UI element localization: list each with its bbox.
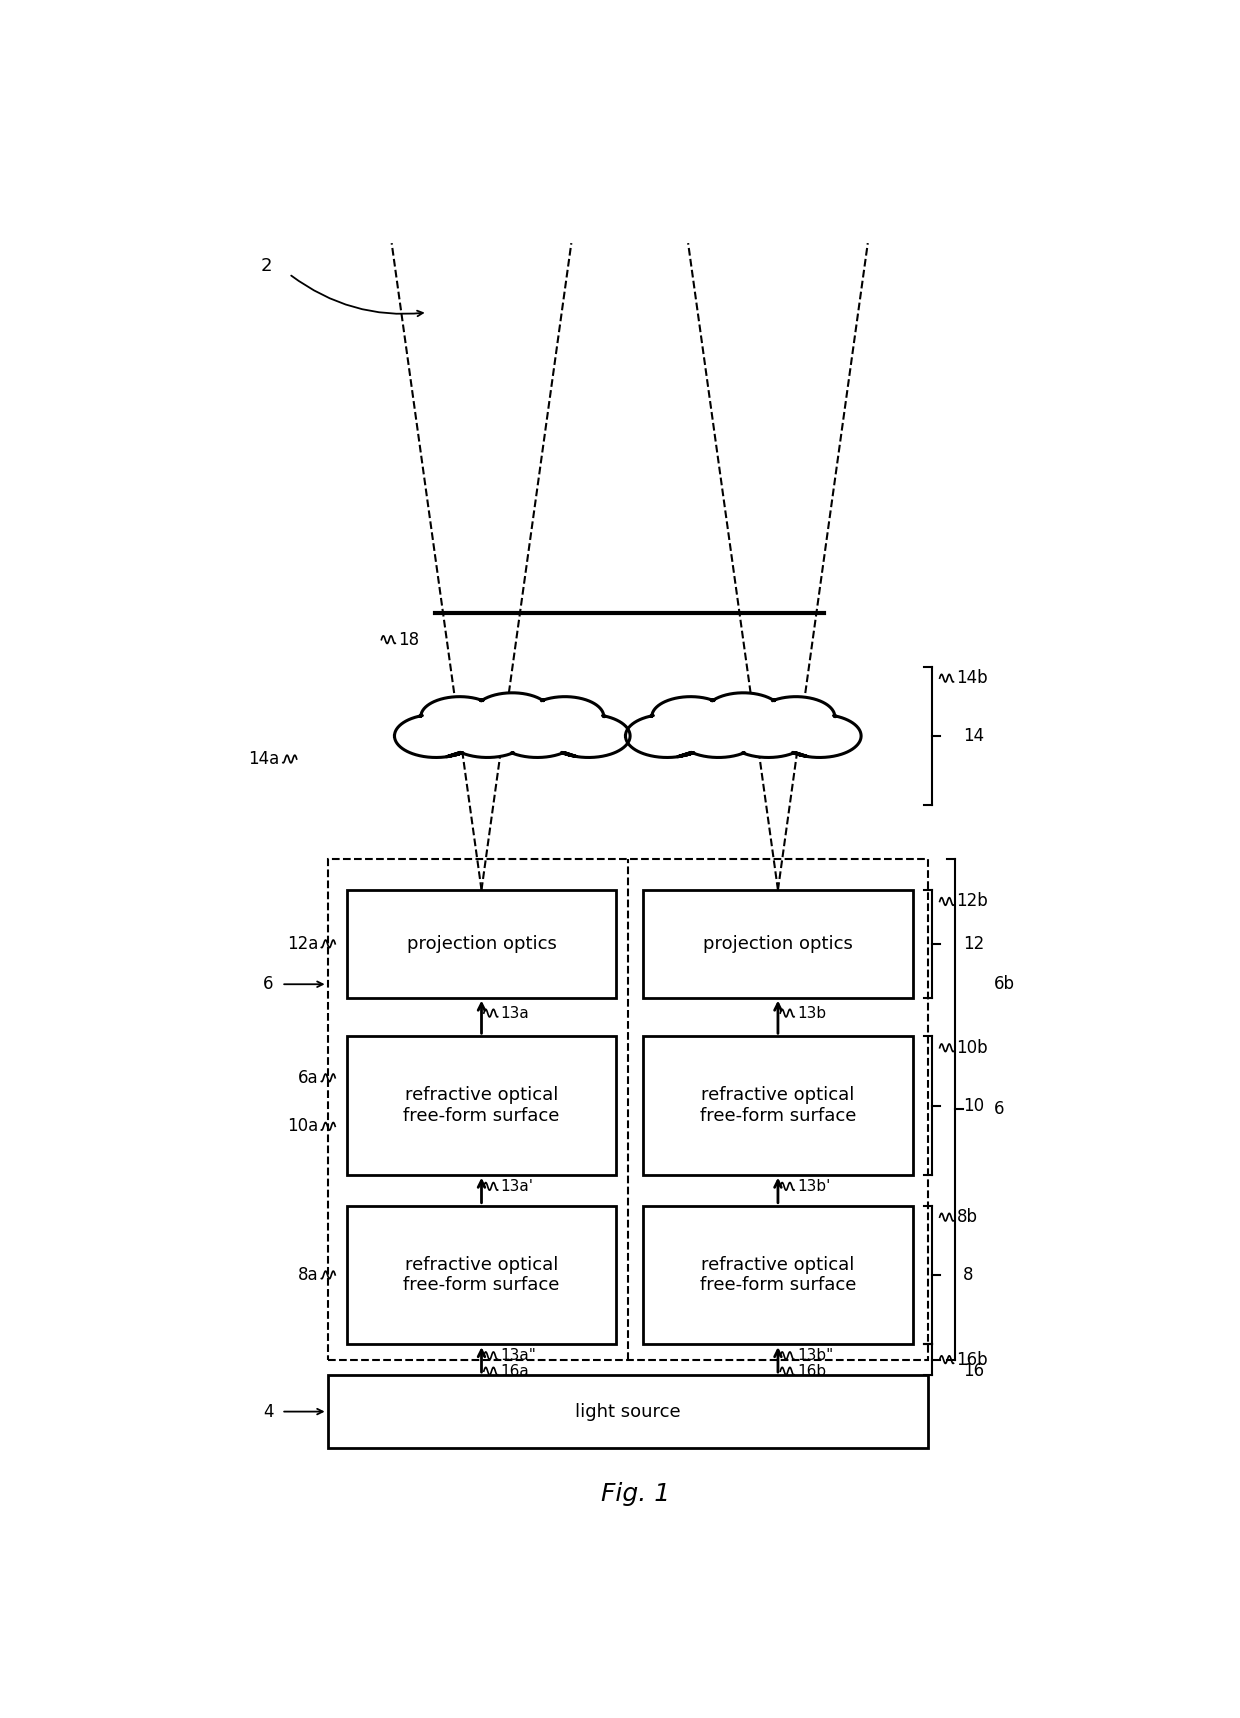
Text: 12: 12 xyxy=(962,935,985,953)
Text: Fig. 1: Fig. 1 xyxy=(601,1483,670,1507)
Text: refractive optical
free-form surface: refractive optical free-form surface xyxy=(403,1256,559,1294)
Text: 18: 18 xyxy=(398,631,419,649)
Text: 12b: 12b xyxy=(956,892,988,911)
Text: 13b': 13b' xyxy=(797,1179,831,1194)
Text: 6: 6 xyxy=(263,976,274,993)
Text: 13a: 13a xyxy=(501,1005,529,1020)
Bar xyxy=(347,1206,616,1343)
Text: refractive optical
free-form surface: refractive optical free-form surface xyxy=(403,1086,559,1125)
Bar xyxy=(644,890,913,998)
Text: projection optics: projection optics xyxy=(703,935,853,953)
Polygon shape xyxy=(625,692,861,758)
Text: 16: 16 xyxy=(962,1362,983,1380)
Text: 8: 8 xyxy=(962,1266,973,1283)
Text: light source: light source xyxy=(575,1402,681,1421)
Bar xyxy=(327,859,928,1359)
Bar xyxy=(347,1036,616,1175)
Text: 10b: 10b xyxy=(956,1039,988,1057)
Text: 13a": 13a" xyxy=(501,1349,537,1364)
Polygon shape xyxy=(394,692,630,758)
Text: 6a: 6a xyxy=(298,1069,319,1087)
Bar xyxy=(644,1206,913,1343)
Bar xyxy=(327,1374,928,1448)
Text: 16b: 16b xyxy=(956,1350,988,1369)
Text: 14a: 14a xyxy=(248,751,280,768)
Text: 16a: 16a xyxy=(501,1364,529,1378)
Text: 13b": 13b" xyxy=(797,1349,833,1364)
Text: 6: 6 xyxy=(993,1100,1004,1118)
Text: 12a: 12a xyxy=(286,935,319,953)
Text: 10: 10 xyxy=(962,1096,983,1115)
Text: 8a: 8a xyxy=(298,1266,319,1283)
Text: 13b: 13b xyxy=(797,1005,826,1020)
Text: refractive optical
free-form surface: refractive optical free-form surface xyxy=(699,1086,856,1125)
Text: 14b: 14b xyxy=(956,670,988,687)
Text: 6b: 6b xyxy=(993,976,1014,993)
Bar xyxy=(347,890,616,998)
Text: 8b: 8b xyxy=(956,1208,977,1227)
Text: 4: 4 xyxy=(263,1402,274,1421)
Text: 14: 14 xyxy=(962,727,983,746)
Text: 10a: 10a xyxy=(286,1117,319,1136)
Text: refractive optical
free-form surface: refractive optical free-form surface xyxy=(699,1256,856,1294)
Text: 2: 2 xyxy=(260,258,272,275)
Text: 13a': 13a' xyxy=(501,1179,533,1194)
Text: 16b: 16b xyxy=(797,1364,826,1378)
Text: projection optics: projection optics xyxy=(407,935,557,953)
Bar xyxy=(644,1036,913,1175)
